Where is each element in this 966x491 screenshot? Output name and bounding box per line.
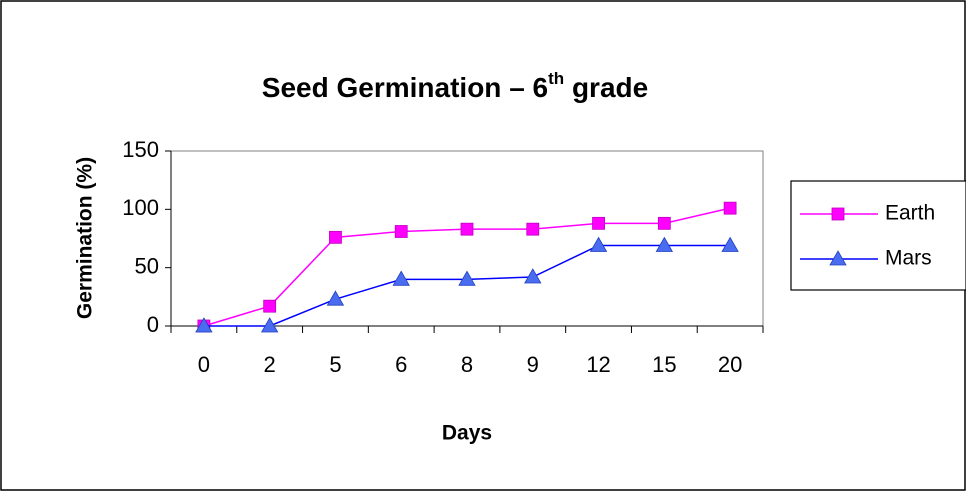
marker xyxy=(829,250,847,266)
x-tick-label: 2 xyxy=(264,352,276,377)
marker xyxy=(723,201,737,215)
x-tick-label: 8 xyxy=(461,352,473,377)
marker xyxy=(589,236,608,252)
marker xyxy=(657,216,671,230)
marker xyxy=(526,222,540,236)
legend-label: Mars xyxy=(885,247,932,270)
marker xyxy=(329,230,342,244)
x-tick-label: 6 xyxy=(395,352,407,377)
y-tick-label: 50 xyxy=(135,253,159,278)
marker xyxy=(458,270,476,286)
marker xyxy=(195,317,213,333)
marker xyxy=(263,299,277,313)
y-axis-label: Germination (%) xyxy=(74,157,97,319)
title-superscript: th xyxy=(548,69,564,88)
chart-title: Seed Germination – 6th grade xyxy=(262,69,648,103)
marker xyxy=(592,216,605,230)
x-tick-label: 15 xyxy=(652,352,676,377)
marker xyxy=(394,225,408,238)
y-tick-label: 100 xyxy=(122,195,159,220)
marker xyxy=(460,222,474,236)
x-tick-label: 9 xyxy=(527,352,539,377)
x-tick-label: 20 xyxy=(718,352,742,377)
y-tick-label: 0 xyxy=(147,312,159,337)
marker xyxy=(260,317,279,333)
x-tick-label: 5 xyxy=(329,352,341,377)
marker xyxy=(524,268,542,284)
x-axis-label: Days xyxy=(442,422,492,445)
marker xyxy=(721,236,739,252)
title-end: grade xyxy=(564,72,648,103)
marker xyxy=(831,207,845,221)
legend-label: Earth xyxy=(885,202,935,225)
legend xyxy=(790,180,966,291)
title-main: Seed Germination – 6 xyxy=(262,72,548,103)
x-tick-label: 0 xyxy=(198,352,210,377)
marker xyxy=(326,290,345,306)
marker xyxy=(392,270,410,286)
x-tick-label: 12 xyxy=(586,352,610,377)
marker xyxy=(655,236,674,252)
y-tick-label: 150 xyxy=(122,137,159,162)
